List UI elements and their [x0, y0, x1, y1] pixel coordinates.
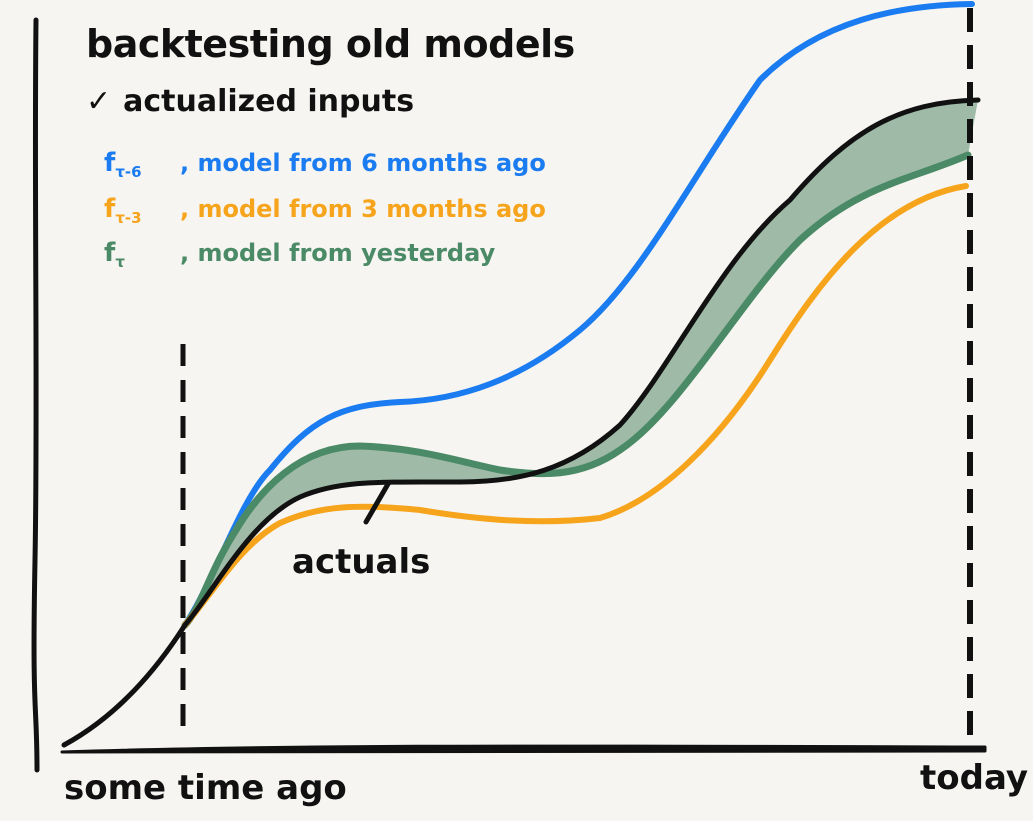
actuals-line [61, 97, 981, 748]
legend-symbol: fτ [104, 238, 125, 272]
legend-label: , model from yesterday [180, 239, 496, 267]
legend-label: , model from 6 months ago [180, 149, 546, 177]
model-6-months-line [182, 1, 975, 628]
checkmark-icon: ✓ [86, 84, 112, 119]
model-yesterday-line [181, 151, 972, 629]
x-axis-end-label: today [920, 758, 1029, 798]
actuals-pointer [363, 481, 391, 525]
actualized-inputs-text: actualized inputs [123, 84, 415, 119]
y-axis [31, 17, 40, 773]
legend-symbol: fτ-6 [104, 148, 142, 182]
actualized-inputs-note: ✓ actualized inputs [86, 84, 414, 119]
error-band [185, 100, 978, 625]
x-axis-start-label: some time ago [64, 768, 347, 808]
legend-item-3-months: fτ-3 , model from 3 months ago [104, 194, 546, 227]
actuals-label: actuals [292, 542, 431, 582]
legend-item-yesterday: fτ , model from yesterday [104, 238, 495, 271]
legend-label: , model from 3 months ago [180, 195, 546, 223]
diagram-title: backtesting old models [86, 22, 575, 66]
legend-symbol: fτ-3 [104, 194, 142, 228]
legend-item-6-months: fτ-6 , model from 6 months ago [104, 148, 546, 181]
x-axis [60, 744, 987, 754]
model-3-months-line [182, 183, 969, 628]
